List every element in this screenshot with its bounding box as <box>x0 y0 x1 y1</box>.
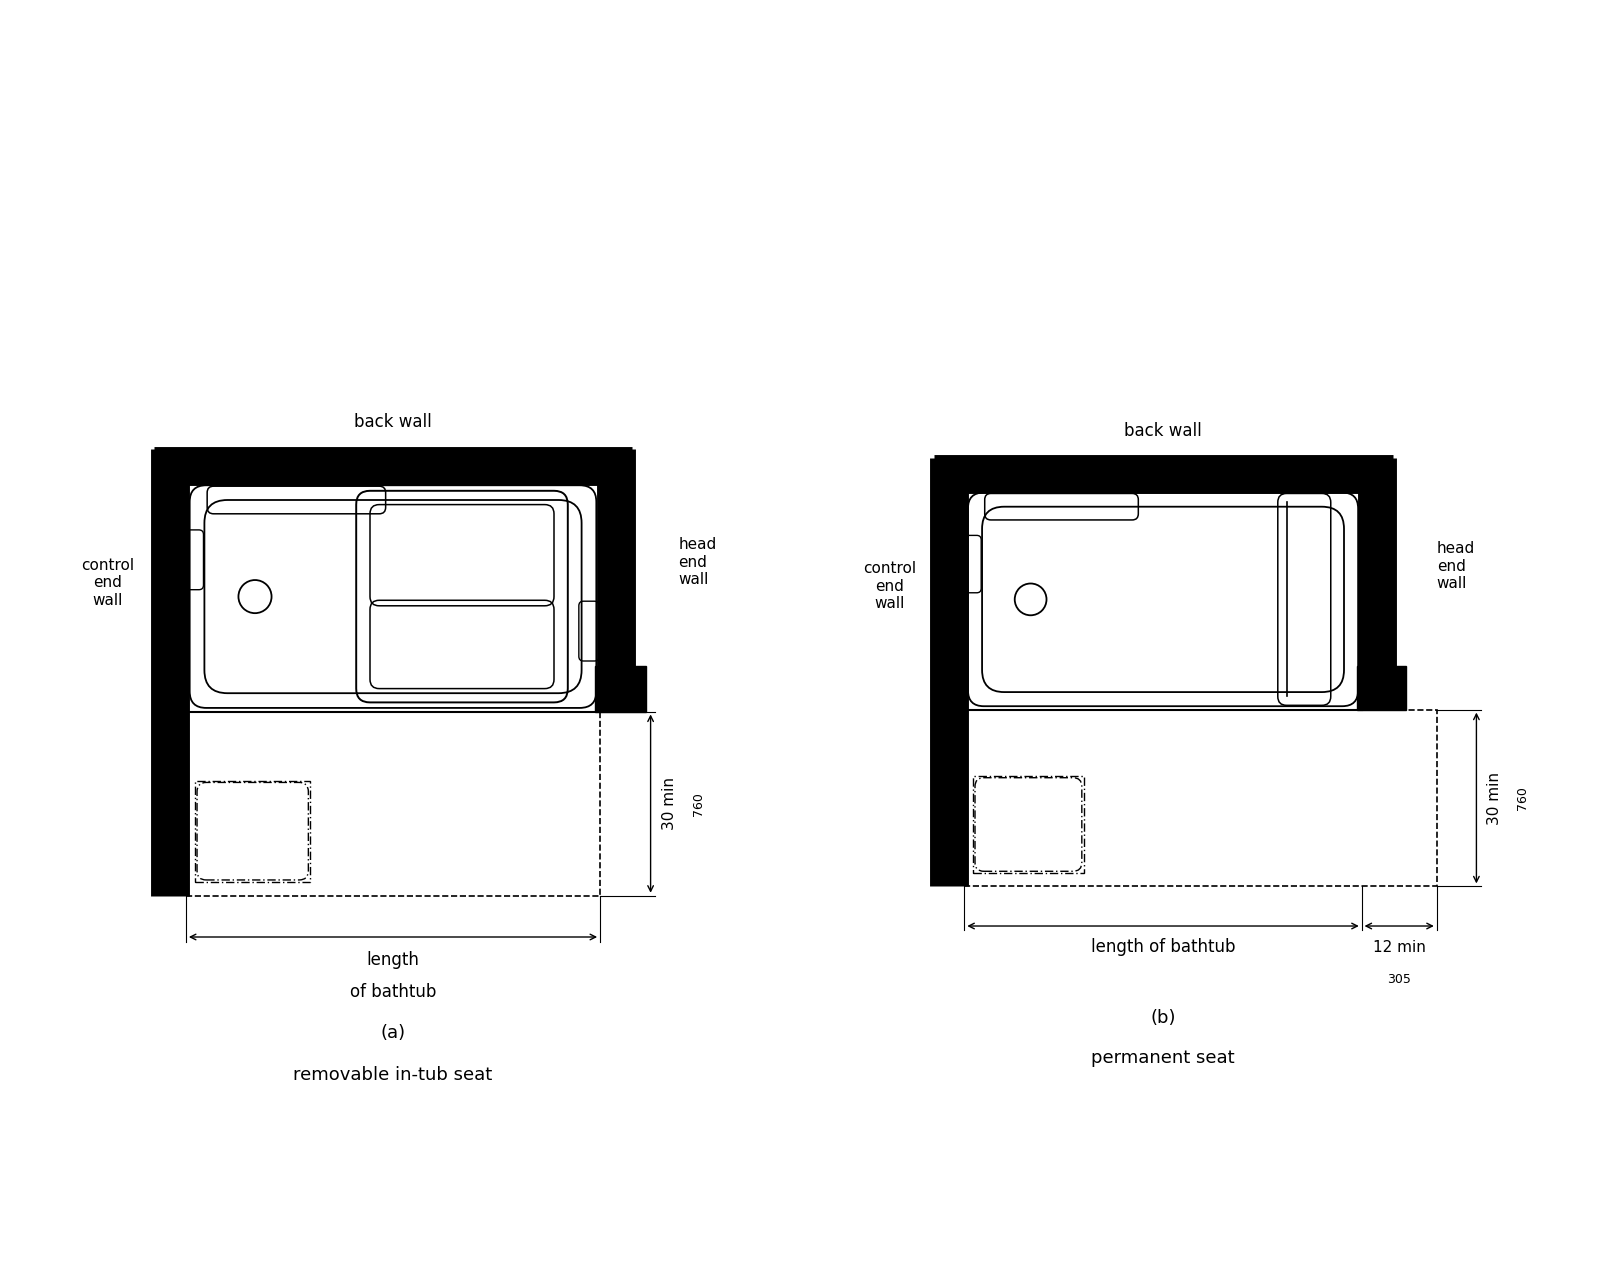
Text: 760: 760 <box>1517 786 1530 810</box>
Bar <box>195 781 310 882</box>
Bar <box>186 481 600 712</box>
Text: 30 min: 30 min <box>662 777 677 831</box>
Text: 30 min: 30 min <box>1486 772 1502 824</box>
Bar <box>965 709 1437 886</box>
Text: 305: 305 <box>1387 973 1411 987</box>
Text: (a): (a) <box>381 1024 405 1042</box>
Text: back wall: back wall <box>354 413 432 431</box>
Text: permanent seat: permanent seat <box>1091 1048 1235 1066</box>
Text: back wall: back wall <box>1125 422 1202 440</box>
Text: (b): (b) <box>1150 1009 1176 1027</box>
Text: control
end
wall: control end wall <box>862 561 915 611</box>
Text: 760: 760 <box>691 791 706 815</box>
Text: 12 min: 12 min <box>1373 941 1426 955</box>
Text: control
end
wall: control end wall <box>82 558 134 608</box>
Bar <box>595 666 646 712</box>
Text: head
end
wall: head end wall <box>678 538 717 588</box>
Text: length: length <box>366 951 419 969</box>
Text: length of bathtub: length of bathtub <box>1091 938 1235 956</box>
Bar <box>1357 666 1406 709</box>
Bar <box>186 712 600 896</box>
Text: removable in-tub seat: removable in-tub seat <box>293 1065 493 1084</box>
Bar <box>973 776 1083 873</box>
Bar <box>965 489 1362 709</box>
Text: of bathtub: of bathtub <box>350 983 437 1001</box>
Text: head
end
wall: head end wall <box>1437 541 1475 591</box>
